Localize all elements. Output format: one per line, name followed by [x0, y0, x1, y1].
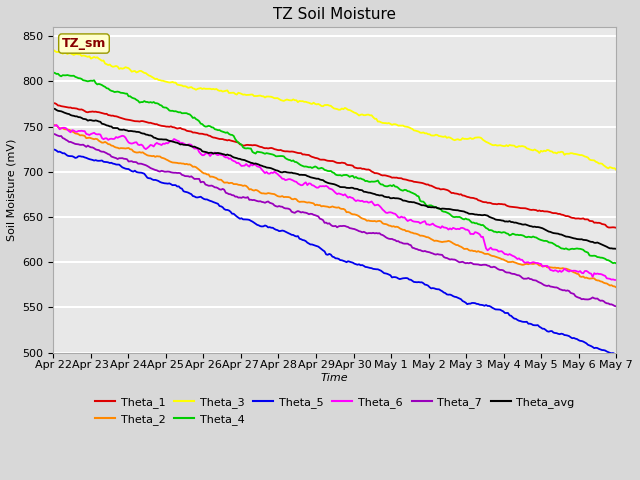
Theta_5 — [217, 204, 225, 209]
Theta_6 — [236, 161, 244, 167]
Theta_avg — [612, 246, 620, 252]
Theta_6 — [217, 152, 225, 158]
Theta_5 — [296, 236, 303, 241]
Theta_1 — [49, 100, 57, 106]
Theta_1 — [612, 225, 620, 231]
Theta_7 — [296, 209, 303, 215]
Theta_7 — [581, 297, 589, 302]
Theta_3 — [217, 88, 225, 94]
Theta_3 — [296, 98, 303, 104]
Theta_2 — [118, 145, 126, 151]
Theta_avg — [49, 106, 57, 111]
Theta_1 — [581, 216, 589, 222]
Theta_2 — [581, 275, 589, 281]
Theta_6 — [246, 164, 253, 169]
Theta_5 — [581, 339, 589, 345]
Theta_7 — [246, 197, 253, 203]
Theta_6 — [118, 133, 126, 139]
Theta_5 — [246, 217, 253, 223]
X-axis label: Time: Time — [321, 373, 349, 383]
Theta_3 — [118, 66, 126, 72]
Theta_1 — [296, 150, 303, 156]
Theta_avg — [217, 151, 225, 156]
Line: Theta_avg: Theta_avg — [53, 108, 616, 249]
Title: TZ Soil Moisture: TZ Soil Moisture — [273, 7, 396, 22]
Theta_4 — [581, 249, 589, 254]
Line: Theta_4: Theta_4 — [53, 72, 616, 264]
Theta_6 — [612, 277, 620, 283]
Theta_2 — [49, 122, 57, 128]
Theta_3 — [49, 47, 57, 53]
Theta_1 — [217, 136, 225, 142]
Theta_2 — [296, 199, 303, 205]
Theta_7 — [612, 303, 620, 309]
Line: Theta_3: Theta_3 — [53, 50, 616, 170]
Theta_4 — [118, 90, 126, 96]
Theta_3 — [236, 90, 244, 96]
Theta_6 — [49, 122, 57, 128]
Theta_2 — [246, 187, 253, 192]
Theta_avg — [118, 127, 126, 132]
Theta_1 — [236, 142, 244, 147]
Theta_1 — [118, 116, 126, 121]
Theta_avg — [581, 237, 589, 243]
Theta_6 — [581, 268, 589, 274]
Theta_7 — [118, 155, 126, 161]
Theta_4 — [296, 161, 303, 167]
Line: Theta_6: Theta_6 — [53, 125, 616, 280]
Text: TZ_sm: TZ_sm — [62, 37, 106, 50]
Theta_avg — [236, 156, 244, 162]
Theta_4 — [246, 145, 253, 151]
Theta_4 — [49, 70, 57, 75]
Line: Theta_5: Theta_5 — [53, 149, 616, 355]
Theta_5 — [118, 165, 126, 170]
Theta_4 — [217, 128, 225, 134]
Theta_3 — [246, 92, 253, 98]
Theta_4 — [612, 261, 620, 266]
Theta_7 — [49, 131, 57, 137]
Theta_1 — [246, 142, 253, 148]
Theta_5 — [49, 146, 57, 152]
Theta_2 — [217, 177, 225, 182]
Theta_4 — [236, 141, 244, 147]
Legend: Theta_1, Theta_2, Theta_3, Theta_4, Theta_5, Theta_6, Theta_7, Theta_avg: Theta_1, Theta_2, Theta_3, Theta_4, Thet… — [95, 397, 575, 424]
Line: Theta_1: Theta_1 — [53, 103, 616, 228]
Theta_2 — [612, 285, 620, 290]
Theta_avg — [246, 159, 253, 165]
Theta_5 — [612, 352, 620, 358]
Theta_5 — [236, 216, 244, 222]
Theta_2 — [236, 182, 244, 188]
Line: Theta_2: Theta_2 — [53, 125, 616, 288]
Theta_6 — [296, 181, 303, 187]
Line: Theta_7: Theta_7 — [53, 134, 616, 306]
Theta_3 — [581, 154, 589, 159]
Theta_3 — [612, 167, 620, 173]
Y-axis label: Soil Moisture (mV): Soil Moisture (mV) — [7, 139, 17, 241]
Theta_avg — [296, 172, 303, 178]
Theta_7 — [217, 187, 225, 192]
Theta_7 — [236, 194, 244, 200]
